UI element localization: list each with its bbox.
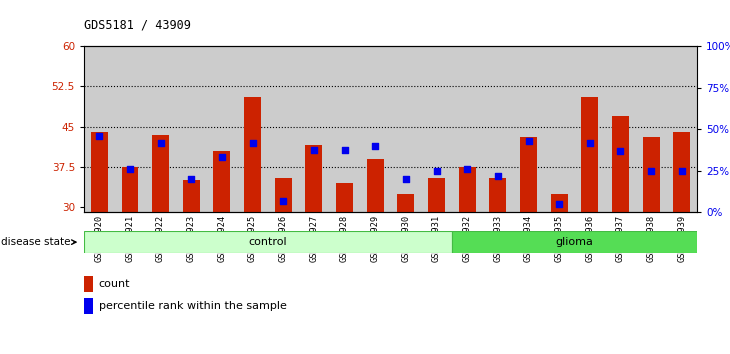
Point — [645, 168, 657, 173]
Bar — [91, 132, 108, 212]
Point — [155, 140, 166, 145]
Point — [584, 140, 596, 145]
Point — [308, 147, 320, 153]
Bar — [274, 177, 292, 212]
Text: percentile rank within the sample: percentile rank within the sample — [99, 301, 287, 311]
Bar — [550, 194, 568, 212]
Point — [93, 133, 105, 139]
Point — [124, 166, 136, 172]
Bar — [213, 151, 231, 212]
Text: glioma: glioma — [556, 237, 593, 247]
Point — [339, 147, 350, 153]
Point — [523, 138, 534, 144]
Bar — [244, 97, 261, 212]
Point — [676, 168, 688, 173]
Bar — [84, 298, 93, 314]
Point — [185, 176, 197, 182]
Bar — [452, 231, 697, 253]
Bar — [673, 132, 691, 212]
Bar — [642, 137, 660, 212]
Point — [277, 198, 289, 204]
Bar — [520, 137, 537, 212]
Text: count: count — [99, 279, 130, 289]
Point — [431, 168, 442, 173]
Bar — [182, 180, 200, 212]
Text: control: control — [249, 237, 287, 247]
Point — [461, 166, 473, 172]
Point — [492, 173, 504, 179]
Bar — [336, 183, 353, 212]
Bar — [428, 177, 445, 212]
Bar — [305, 145, 323, 212]
Text: GDS5181 / 43909: GDS5181 / 43909 — [84, 19, 191, 32]
Bar — [489, 177, 507, 212]
Point — [216, 155, 228, 160]
Point — [553, 201, 565, 207]
Bar — [84, 231, 452, 253]
Text: disease state: disease state — [1, 237, 71, 247]
Bar — [581, 97, 599, 212]
Bar — [397, 194, 415, 212]
Bar — [612, 116, 629, 212]
Bar — [152, 135, 169, 212]
Bar — [366, 159, 384, 212]
Bar — [84, 276, 93, 292]
Point — [247, 140, 258, 145]
Bar — [458, 167, 476, 212]
Point — [615, 148, 626, 154]
Bar — [121, 167, 139, 212]
Point — [369, 143, 381, 149]
Point — [400, 176, 412, 182]
